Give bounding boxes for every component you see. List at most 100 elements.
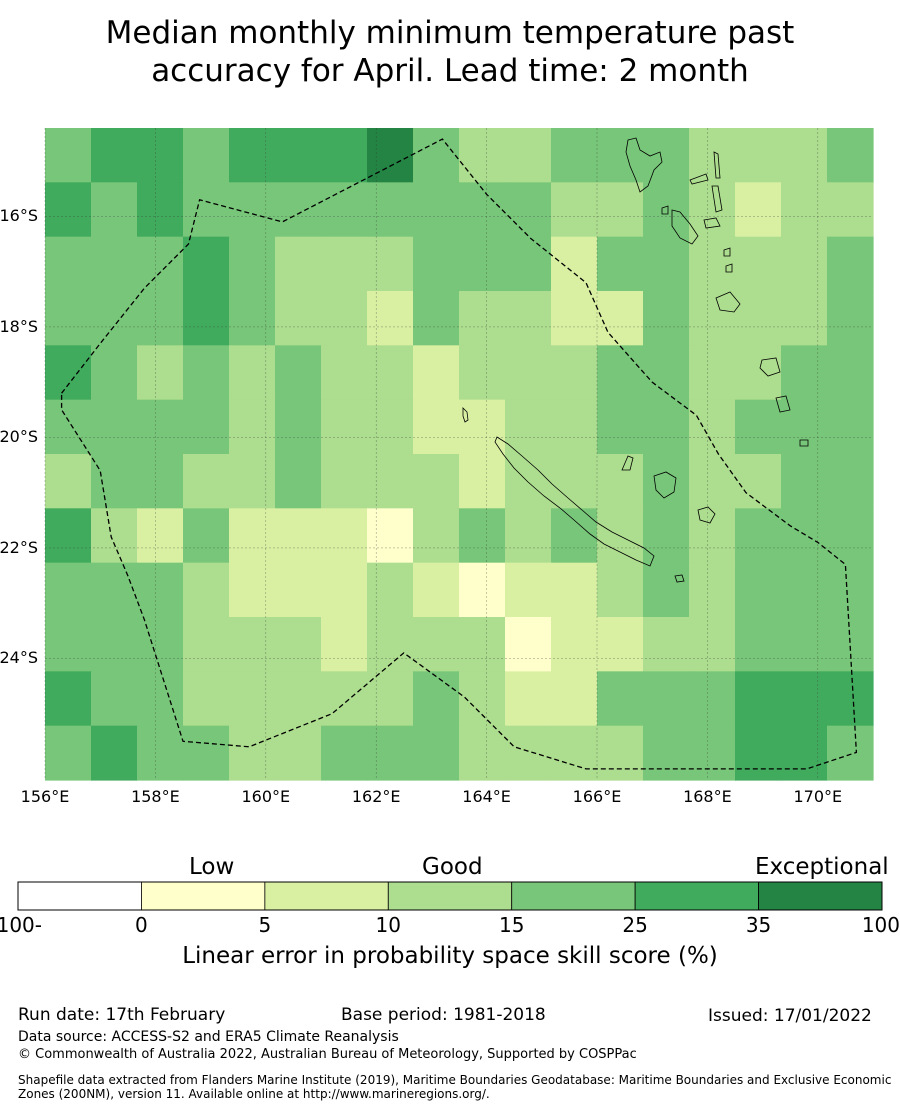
grid-cell (735, 562, 782, 618)
colorbar-tick-label: 15 (498, 913, 525, 937)
y-tick-label: 22°S (0, 537, 38, 557)
y-tick-label: 18°S (0, 316, 38, 336)
grid-cell (229, 236, 276, 292)
grid-cell (551, 128, 598, 183)
grid-cell (735, 128, 782, 183)
grid-cell (183, 399, 230, 455)
grid-cell (505, 562, 552, 618)
grid-cell (275, 671, 322, 727)
colorbar-tick-label: 0 (135, 913, 148, 937)
grid-cell (413, 345, 460, 401)
grid-cell (91, 345, 138, 401)
island-lifou (653, 471, 677, 499)
grid-cell (597, 562, 644, 618)
grid-cell (505, 236, 552, 292)
colorbar (17, 881, 883, 911)
grid-cell (91, 725, 138, 781)
grid-cell (781, 182, 828, 238)
island-ambae (689, 173, 709, 185)
grid-cell (321, 725, 368, 781)
grid-cell (459, 128, 506, 183)
grid-cell (505, 617, 552, 672)
island-tanna (775, 395, 791, 413)
island-small-1 (661, 205, 669, 215)
grid-cell (643, 345, 690, 401)
grid-cell (827, 671, 874, 727)
grid-cell (459, 236, 506, 292)
grid-cell (91, 128, 138, 183)
grid-cell (45, 454, 92, 509)
grid-cell (505, 508, 552, 564)
grid-cell (643, 236, 690, 292)
grid-cell (183, 671, 230, 727)
grid-cell (781, 725, 828, 781)
grid-cell (781, 128, 828, 183)
grid-cell (505, 345, 552, 401)
grid-cell (91, 562, 138, 618)
grid-cell (275, 128, 322, 183)
grid-cell (551, 562, 598, 618)
grid-cell (459, 399, 506, 455)
grid-cell (735, 291, 782, 346)
grid-cell (45, 291, 92, 346)
colorbar-tick-label: 25 (622, 913, 648, 937)
grid-cell (321, 128, 368, 183)
island-erromango (759, 357, 781, 377)
grid-cell (597, 128, 644, 183)
grid-cell (367, 345, 414, 401)
grid-cell (459, 617, 506, 672)
grid-cell (551, 671, 598, 727)
grid-cell (229, 345, 276, 401)
grid-cell (781, 345, 828, 401)
grid-cell (229, 399, 276, 455)
island-mare (697, 506, 716, 524)
grid-cell (459, 454, 506, 509)
grid-cell (643, 291, 690, 346)
grid-cell (367, 291, 414, 346)
x-tick-label: 158°E (131, 787, 180, 806)
grid-cell (505, 454, 552, 509)
grid-cell (597, 454, 644, 509)
island-espiritu-santo (625, 137, 663, 193)
grid-cell (91, 399, 138, 455)
grid-cell (505, 399, 552, 455)
grid-cell (689, 454, 736, 509)
grid-cell (735, 182, 782, 238)
grid-cell (735, 671, 782, 727)
grid-cell (459, 508, 506, 564)
grid-cell (183, 345, 230, 401)
colorbar-segment (511, 881, 636, 911)
grid-cell (137, 508, 184, 564)
grid-cell (183, 128, 230, 183)
grid-cell (45, 182, 92, 238)
grid-cell (735, 617, 782, 672)
grid-cell (597, 399, 644, 455)
data-source: Data source: ACCESS-S2 and ERA5 Climate … (18, 1029, 399, 1045)
grid-cell (229, 725, 276, 781)
grid-cell (183, 454, 230, 509)
grid-cell (551, 182, 598, 238)
grid-cell (505, 182, 552, 238)
grid-cell (781, 617, 828, 672)
grid-cell (827, 454, 874, 509)
run-date: Run date: 17th February (18, 1005, 226, 1025)
grid-cell (321, 182, 368, 238)
grid-cell (183, 562, 230, 618)
grid-cell (551, 236, 598, 292)
grid-cell (137, 128, 184, 183)
copyright: © Commonwealth of Australia 2022, Austra… (18, 1047, 637, 1062)
grid-cell (137, 291, 184, 346)
grid-cell (827, 508, 874, 564)
grid-cell (689, 399, 736, 455)
grid-cell (367, 562, 414, 618)
grid-cell (689, 182, 736, 238)
colorbar-segment (634, 881, 759, 911)
eez-boundary (60, 138, 858, 770)
graticule (44, 128, 873, 780)
island-belep (462, 407, 469, 423)
grid-cell (367, 454, 414, 509)
grid-cell (137, 345, 184, 401)
grid-cell (229, 128, 276, 183)
grid-cell (689, 291, 736, 346)
y-tick-label: 24°S (0, 648, 38, 668)
